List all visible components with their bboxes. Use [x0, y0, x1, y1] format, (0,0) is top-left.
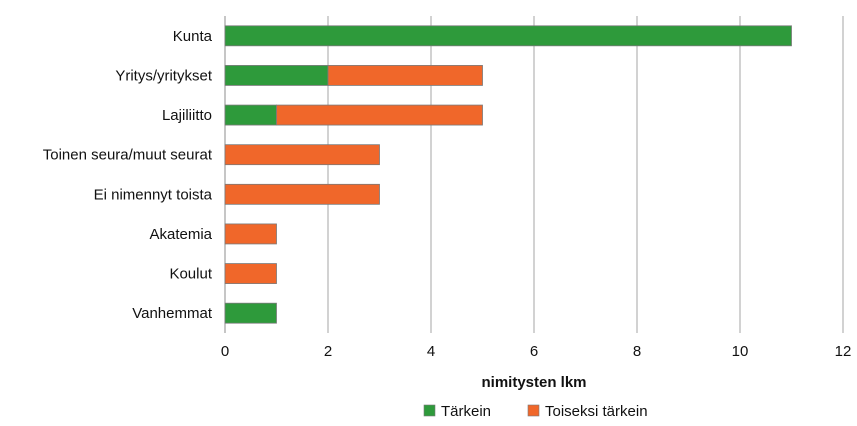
x-tick-label-10: 10 [732, 343, 749, 360]
x-tick-label-2: 2 [324, 343, 332, 360]
category-label-yritys-yritykset: Yritys/yritykset [115, 67, 213, 84]
legend-swatch-tarkein [423, 404, 436, 417]
bar-toinen-seura-muut-seurat-toiseksi-t-rkein [224, 144, 380, 166]
x-tick-label-0: 0 [221, 343, 229, 360]
x-tick-label-4: 4 [427, 343, 435, 360]
x-tick-label-8: 8 [633, 343, 641, 360]
bar-vanhemmat-t-rkein [224, 302, 277, 324]
bar-lajiliitto-t-rkein [224, 104, 277, 126]
bars [224, 25, 792, 324]
bar-koulut-toiseksi-t-rkein [224, 263, 277, 284]
x-tick-labels: 0 2 4 6 8 10 12 [221, 343, 852, 360]
category-label-kunta: Kunta [173, 28, 213, 45]
legend-label-toiseksi-tarkein: Toiseksi tärkein [545, 403, 648, 420]
category-label-akatemia: Akatemia [149, 226, 212, 243]
category-label-koulut: Koulut [169, 266, 212, 283]
legend-swatch-toiseksi-tarkein [527, 404, 540, 417]
legend: Tärkein Toiseksi tärkein [423, 403, 648, 420]
gridlines [224, 16, 844, 333]
category-label-vanhemmat: Vanhemmat [132, 305, 213, 322]
bar-yritys-yritykset-toiseksi-t-rkein [327, 65, 483, 86]
category-label-lajiliitto: Lajiliitto [162, 107, 212, 124]
bar-akatemia-toiseksi-t-rkein [224, 223, 277, 245]
x-tick-label-12: 12 [835, 343, 852, 360]
category-label-toinen-seura-muut-seurat: Toinen seura/muut seurat [43, 147, 213, 164]
category-labels: Kunta Yritys/yritykset Lajiliitto Toinen se… [43, 28, 213, 322]
bar-yritys-yritykset-t-rkein [224, 65, 329, 86]
category-label-ei-nimennyt-toista: Ei nimennyt toista [94, 186, 213, 203]
bar-lajiliitto-toiseksi-t-rkein [276, 104, 483, 126]
legend-label-tarkein: Tärkein [441, 403, 491, 420]
x-tick-label-6: 6 [530, 343, 538, 360]
bar-ei-nimennyt-toista-toiseksi-t-rkein [224, 183, 380, 205]
x-axis-title: nimitysten lkm [481, 374, 586, 391]
bar-kunta-t-rkein [224, 25, 792, 47]
